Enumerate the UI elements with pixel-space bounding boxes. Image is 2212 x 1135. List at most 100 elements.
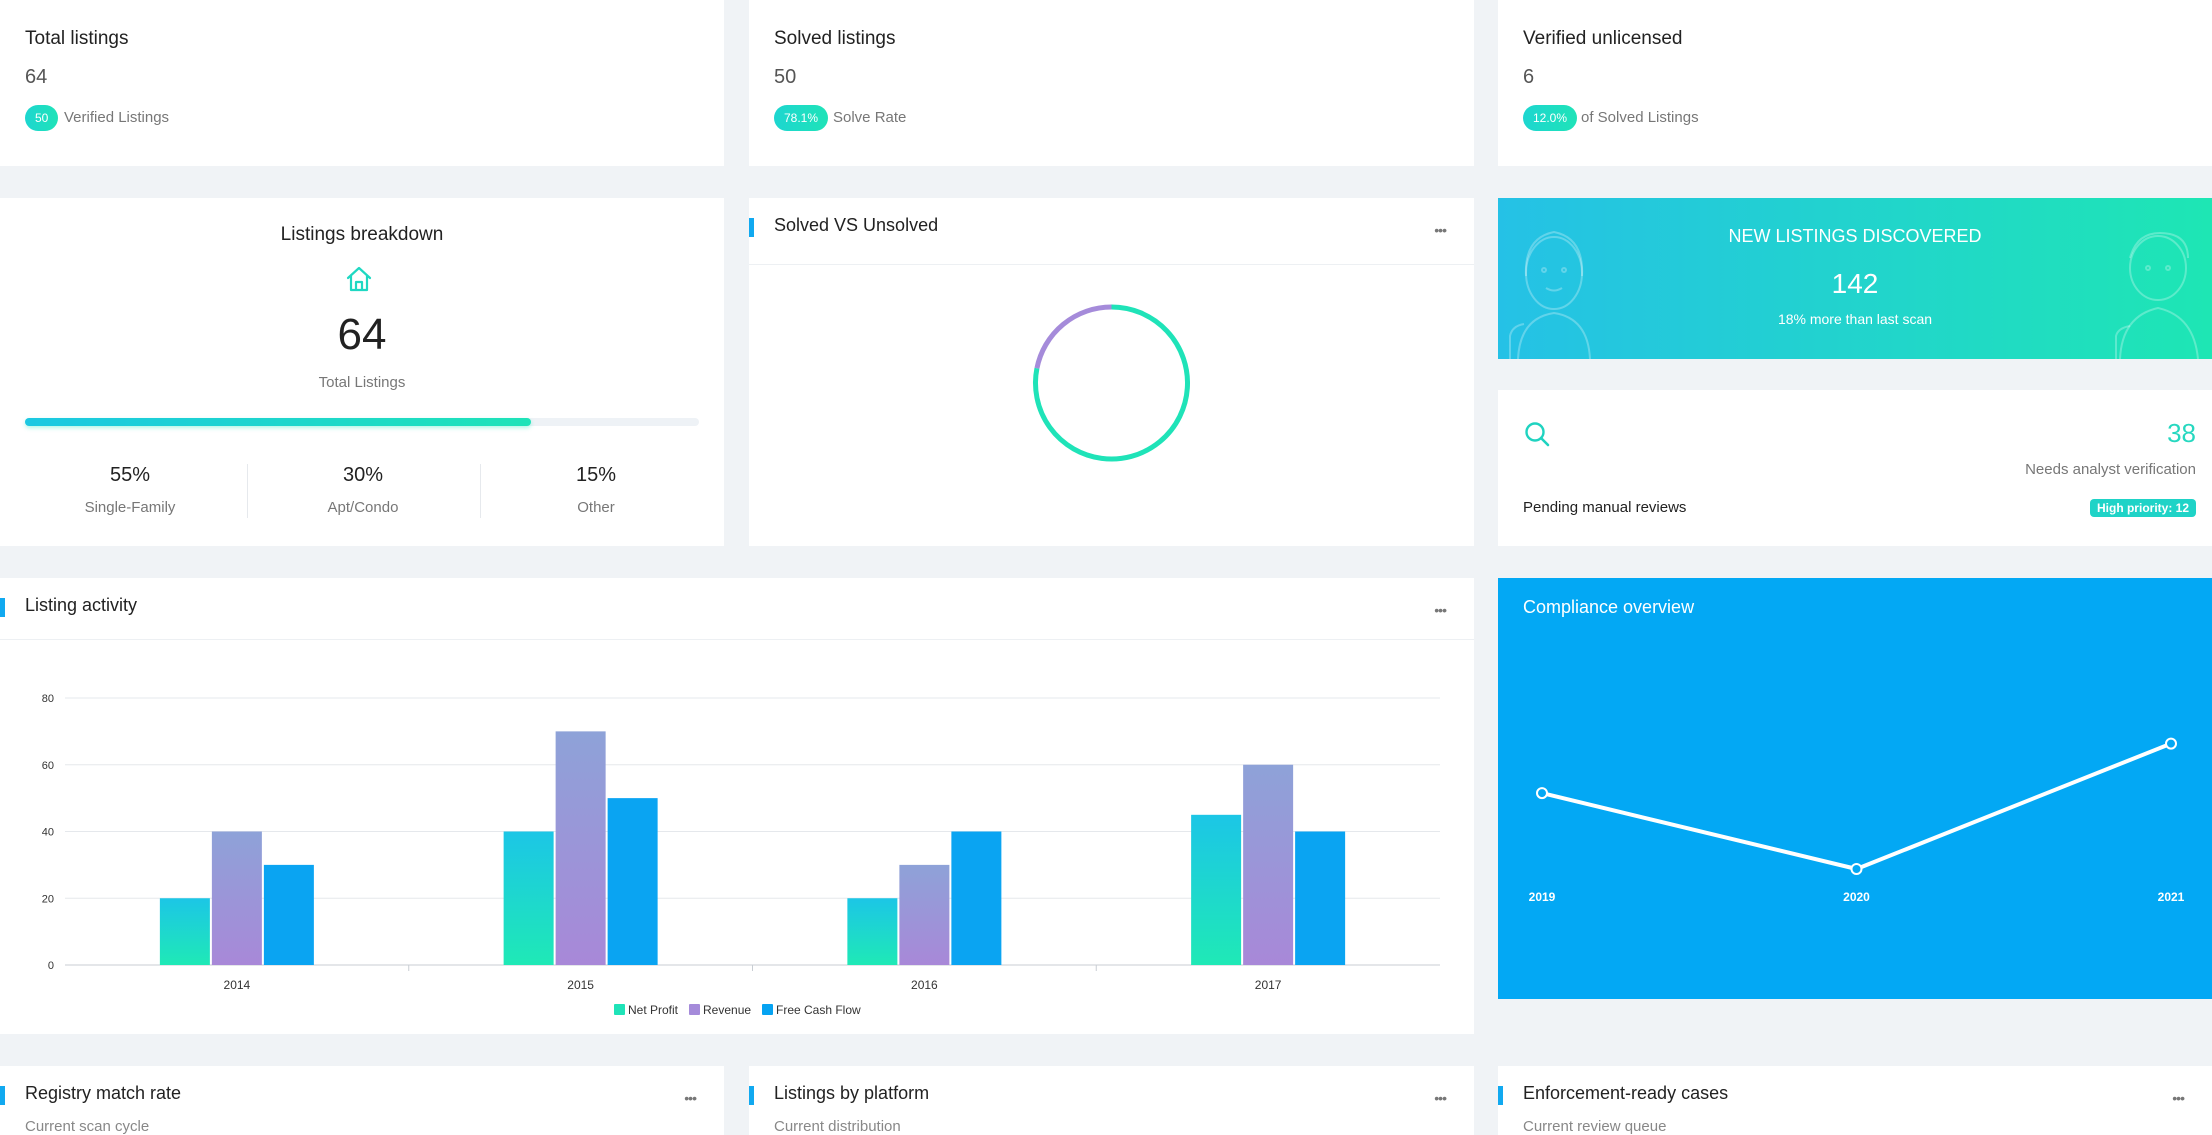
breakdown-column: 30% Apt/Condo — [247, 464, 479, 516]
bar — [1295, 831, 1346, 965]
enforcement-ready-card: Enforcement-ready cases Current review q… — [1498, 1066, 2212, 1135]
x-tick-label: 2014 — [224, 978, 251, 992]
banner-value: 142 — [1831, 268, 1879, 299]
x-tick-label: 2020 — [1843, 890, 1870, 904]
legend-swatch — [689, 1004, 700, 1015]
stat-caption: of Solved Listings — [1581, 109, 1699, 126]
banner-title: NEW LISTINGS DISCOVERED — [1728, 226, 1982, 246]
card-title: Registry match rate — [25, 1083, 182, 1103]
stat-caption: Verified Listings — [64, 109, 170, 126]
breakdown-column: 55% Single-Family — [14, 464, 246, 516]
header-accent — [749, 218, 754, 237]
stat-value: 6 — [1523, 66, 1535, 88]
breakdown-total: 64 — [337, 310, 387, 359]
breakdown-column-pct: 15% — [575, 464, 617, 486]
stat-card-unlicensed: Verified unlicensed 6 12.0% of Solved Li… — [1498, 0, 2212, 166]
bar — [263, 864, 314, 965]
header-accent — [749, 1086, 754, 1105]
y-tick-label: 20 — [42, 893, 54, 905]
banner-subtitle: 18% more than last scan — [1777, 311, 1933, 327]
card-header: Listing activity ••• — [0, 578, 1474, 640]
stat-card-total: Total listings 64 50 Verified Listings — [0, 0, 724, 166]
stat-title: Total listings — [25, 28, 129, 49]
x-tick-label: 2015 — [567, 978, 594, 992]
bar — [899, 864, 950, 965]
y-tick-label: 60 — [42, 760, 54, 772]
stat-title: Verified unlicensed — [1523, 28, 1683, 49]
y-tick-label: 80 — [42, 693, 54, 705]
card-subtitle: Current distribution — [774, 1118, 901, 1135]
breakdown-column-label: Other — [577, 499, 615, 516]
more-dots-icon[interactable]: ••• — [1434, 602, 1447, 618]
divider — [480, 464, 481, 518]
legend-label: Free Cash Flow — [776, 1003, 861, 1017]
x-tick-label: 2019 — [1529, 890, 1556, 904]
donut-slice — [1033, 304, 1190, 462]
listings-by-platform-card: Listings by platform Current distributio… — [749, 1066, 1474, 1135]
bar — [1243, 764, 1294, 965]
breakdown-progress — [25, 418, 699, 426]
home-icon — [346, 266, 372, 292]
bar — [847, 898, 898, 965]
card-title: Enforcement-ready cases — [1523, 1083, 1729, 1103]
legend-label: Revenue — [703, 1003, 751, 1017]
bar — [1191, 814, 1242, 965]
header-accent — [0, 1086, 5, 1105]
line-point — [1850, 863, 1863, 875]
legend-swatch — [762, 1004, 773, 1015]
line-chart: 2019 2020 2021 — [1529, 737, 2185, 904]
more-dots-icon[interactable]: ••• — [2172, 1090, 2185, 1106]
stat-badge: 78.1% — [774, 105, 829, 131]
header-accent — [1498, 1086, 1503, 1105]
stat-value: 50 — [774, 66, 797, 88]
card-header: Solved VS Unsolved ••• — [749, 198, 1474, 265]
y-tick-label: 0 — [48, 960, 54, 972]
more-dots-icon[interactable]: ••• — [684, 1090, 697, 1106]
breakdown-column-pct: 55% — [109, 464, 151, 486]
bar — [951, 831, 1002, 965]
donut-chart — [1033, 304, 1190, 462]
line-point — [1536, 787, 1548, 800]
person-illustration-icon — [1509, 230, 2199, 359]
donut-slice — [1034, 304, 1112, 369]
listings-breakdown-card: Listings breakdown 64 Total Listings 55%… — [0, 198, 724, 546]
x-tick-label: 2016 — [911, 978, 938, 992]
registry-match-card: Registry match rate Current scan cycle •… — [0, 1066, 724, 1135]
breakdown-column-pct: 30% — [342, 464, 384, 486]
bar — [503, 831, 554, 965]
stat-card-solved: Solved listings 50 78.1% Solve Rate — [749, 0, 1474, 166]
card-title: Listings by platform — [774, 1083, 930, 1103]
pending-note: Needs analyst verification — [2025, 461, 2196, 478]
card-title: Solved VS Unsolved — [774, 215, 939, 235]
bar — [607, 798, 658, 965]
solved-vs-unsolved-card: Solved VS Unsolved ••• — [749, 198, 1474, 546]
stat-title: Solved listings — [774, 28, 896, 49]
pending-reviews-card: 38 Needs analyst verification Pending ma… — [1498, 390, 2212, 546]
compliance-overview-card: Compliance overview 2019 2020 2021 — [1498, 578, 2212, 999]
breakdown-total-label: Total Listings — [318, 374, 406, 391]
legend-label: Net Profit — [628, 1003, 679, 1017]
search-icon — [1525, 422, 1550, 447]
new-listings-banner: NEW LISTINGS DISCOVERED 142 18% more tha… — [1498, 198, 2212, 359]
stat-badge: 50 — [25, 105, 59, 131]
breakdown-column-label: Apt/Condo — [327, 499, 399, 516]
line-series — [1541, 741, 2172, 871]
line-point — [2165, 737, 2177, 750]
stat-caption: Solve Rate — [833, 109, 907, 126]
breakdown-column: 15% Other — [480, 464, 712, 516]
legend-swatch — [614, 1004, 625, 1015]
card-title: Listing activity — [25, 595, 138, 615]
y-tick-label: 40 — [42, 827, 54, 839]
stat-badge: 12.0% — [1523, 105, 1578, 131]
listing-activity-card: Listing activity ••• 0 20 40 60 80 2014 2015 20… — [0, 578, 1474, 1034]
stat-value: 64 — [25, 66, 48, 88]
more-dots-icon[interactable]: ••• — [1434, 1090, 1447, 1106]
more-dots-icon[interactable]: ••• — [1434, 222, 1447, 238]
header-accent — [0, 598, 5, 617]
divider — [247, 464, 248, 518]
card-title: Compliance overview — [1523, 597, 1695, 617]
x-tick-label: 2021 — [2158, 890, 2185, 904]
breakdown-column-label: Single-Family — [84, 499, 176, 516]
bar-chart: 0 20 40 60 80 2014 2015 2016 2017 Net Profit Reven… — [42, 693, 1440, 1017]
bar — [211, 831, 262, 965]
